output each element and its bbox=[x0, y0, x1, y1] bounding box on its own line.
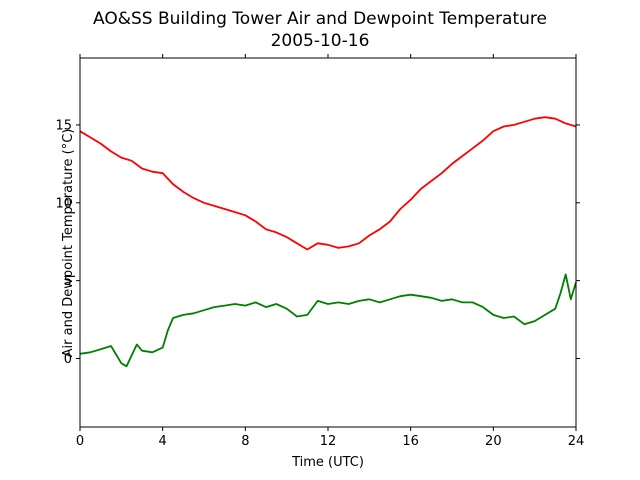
x-tick-label: 20 bbox=[485, 434, 502, 449]
y-tick-label: 15 bbox=[55, 118, 72, 133]
y-axis-label: Air and Dewpoint Temperature (°C) bbox=[61, 129, 76, 358]
chart-title: AO&SS Building Tower Air and Dewpoint Te… bbox=[93, 9, 547, 29]
x-tick-label: 8 bbox=[241, 434, 249, 449]
y-tick-label: 0 bbox=[64, 352, 72, 367]
series-line-1 bbox=[79, 273, 577, 368]
chart-subtitle: 2005-10-16 bbox=[271, 31, 370, 51]
x-tick-label: 16 bbox=[402, 434, 419, 449]
x-tick-label: 0 bbox=[76, 434, 84, 449]
y-tick-label: 10 bbox=[55, 196, 72, 211]
x-tick-label: 12 bbox=[320, 434, 337, 449]
plot-frame bbox=[79, 57, 577, 428]
x-tick-label: 4 bbox=[159, 434, 167, 449]
x-tick-label: 24 bbox=[568, 434, 585, 449]
x-axis-label: Time (UTC) bbox=[291, 455, 364, 470]
series-line-0 bbox=[79, 116, 577, 251]
plot-area: 0 4 8 12 16 20 24 0 5 10 15 bbox=[55, 54, 584, 449]
y-tick-label: 5 bbox=[64, 274, 72, 289]
